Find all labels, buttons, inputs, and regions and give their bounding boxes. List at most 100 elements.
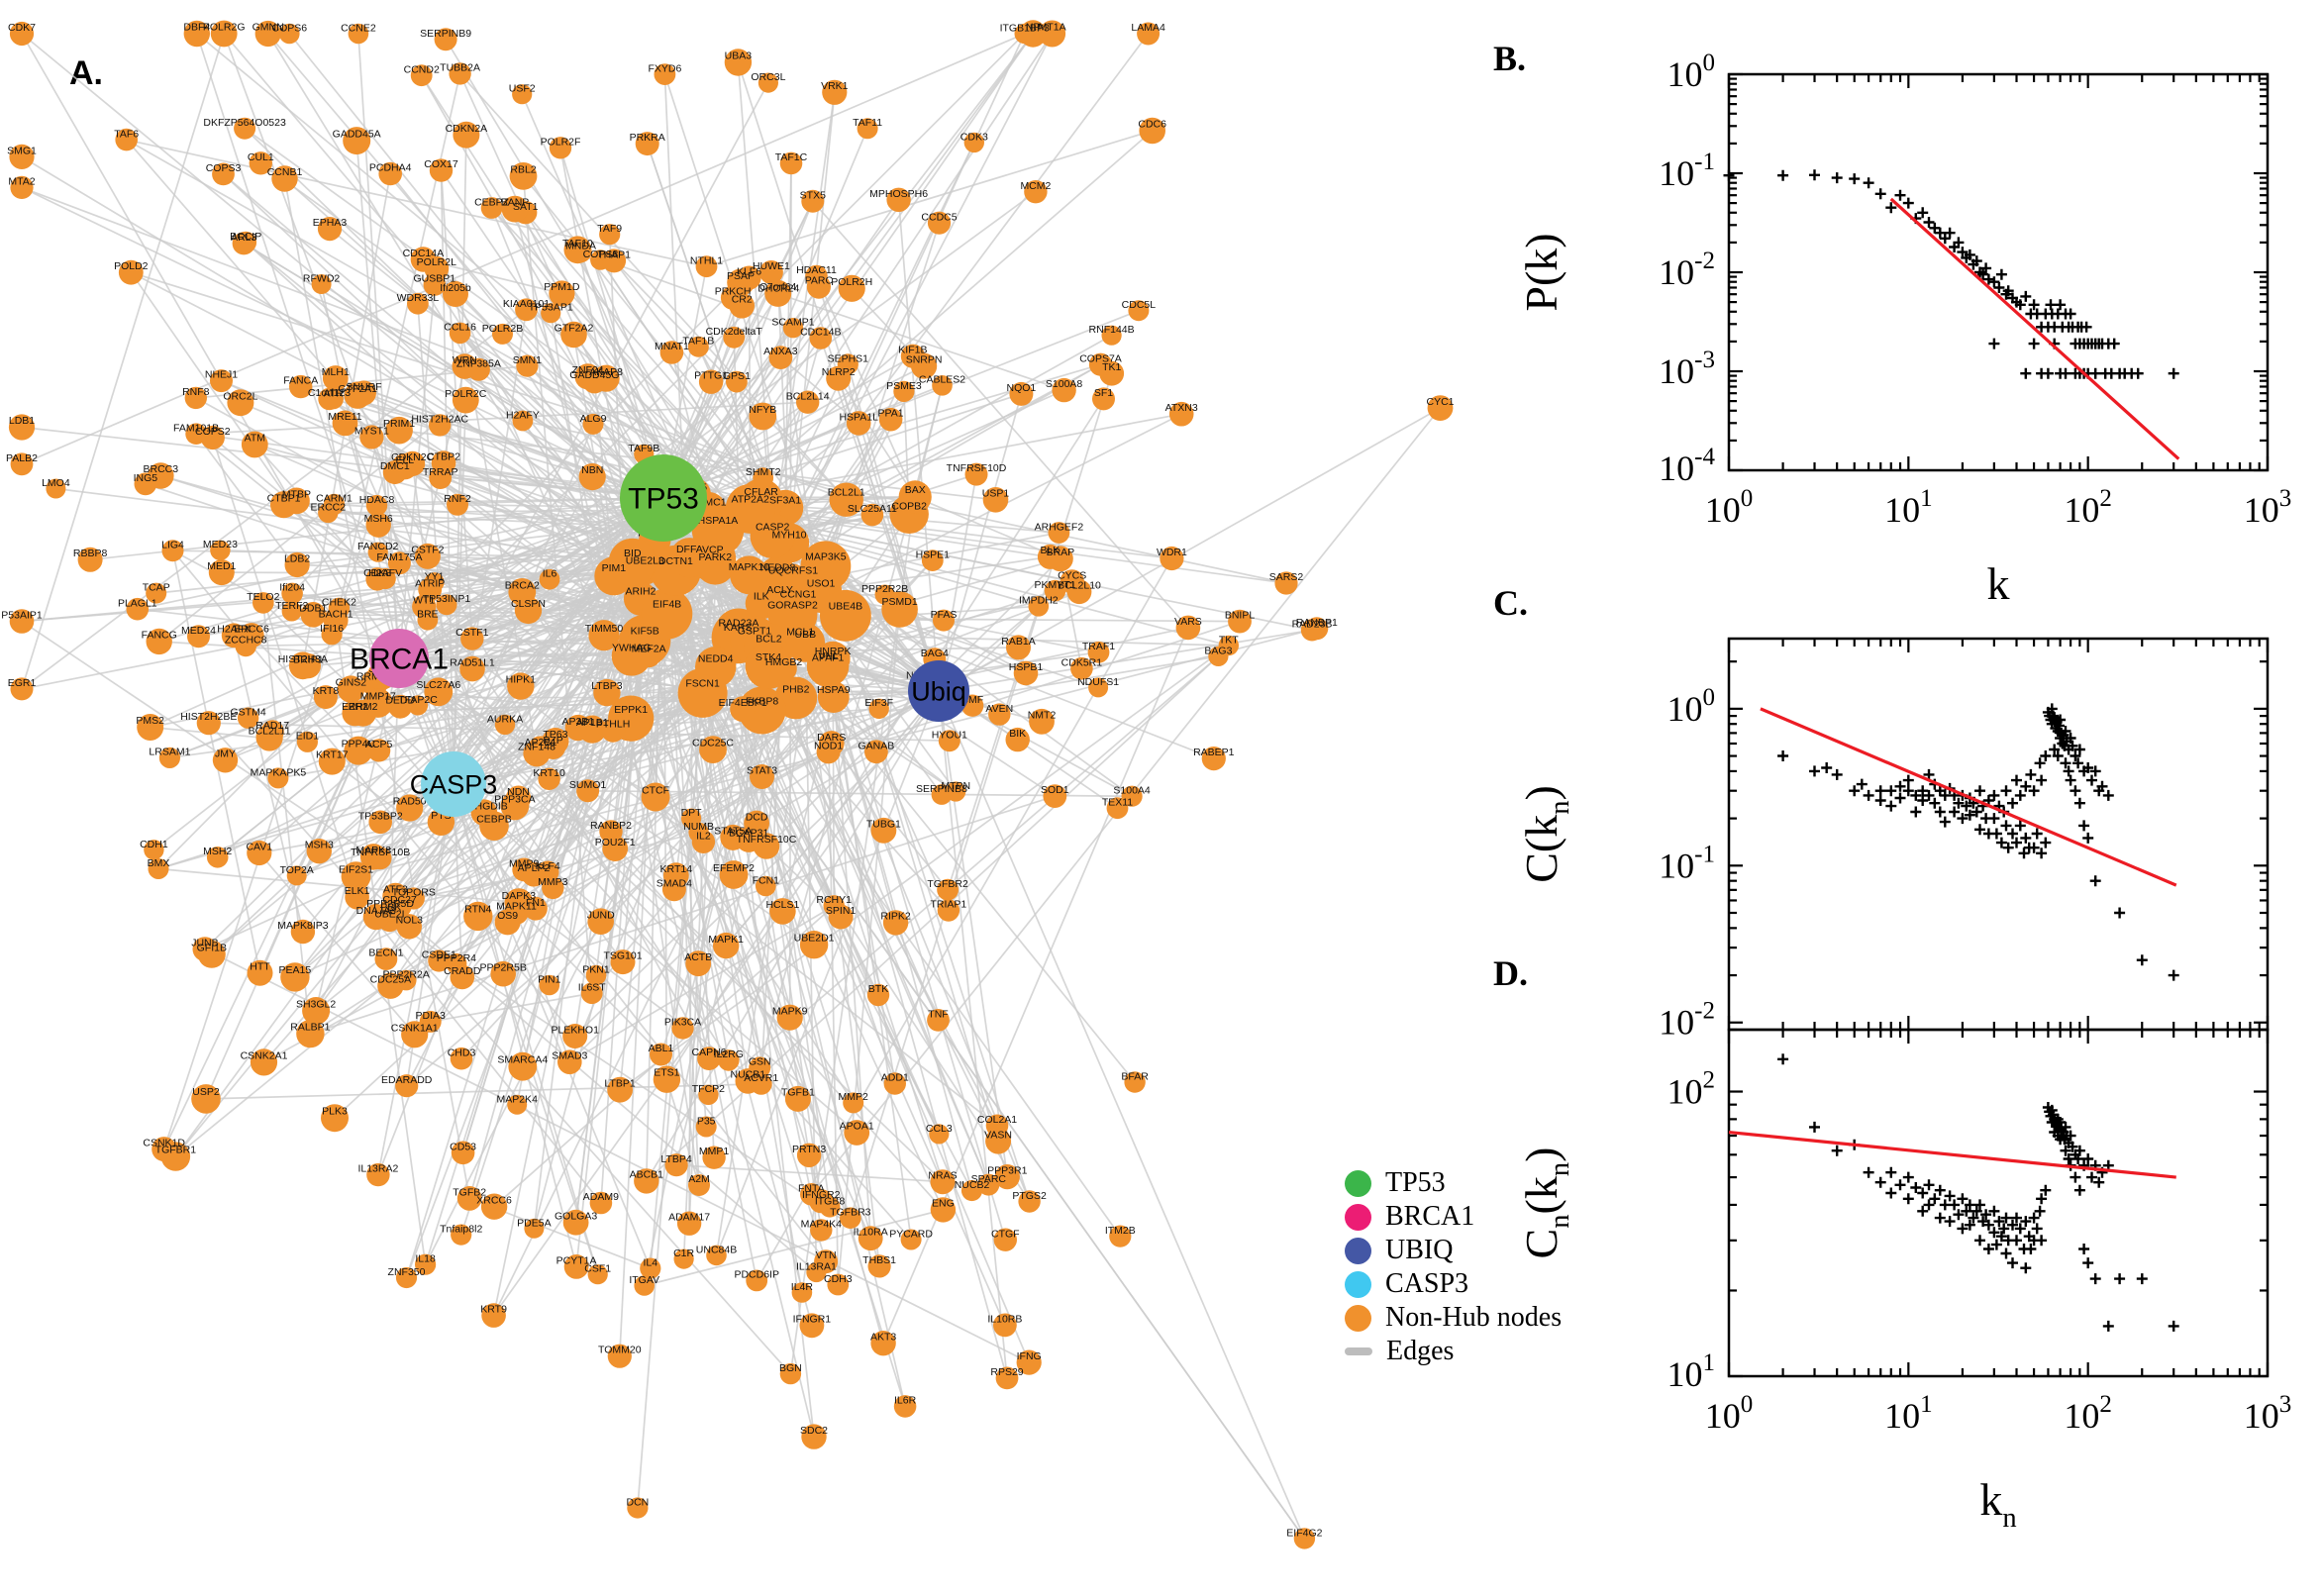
svg-text:BCL2L1: BCL2L1 [828, 486, 865, 498]
svg-text:CCL16: CCL16 [444, 322, 476, 334]
svg-text:FSCN1: FSCN1 [685, 678, 720, 690]
svg-text:CSNK2A1: CSNK2A1 [241, 1050, 288, 1062]
svg-text:CTBP2: CTBP2 [427, 450, 460, 462]
svg-text:100: 100 [1667, 50, 1716, 94]
svg-text:RIPK2: RIPK2 [880, 911, 911, 923]
svg-text:TELO2: TELO2 [247, 591, 279, 603]
fit-line-D [1728, 1130, 2176, 1179]
svg-text:RAD23A: RAD23A [718, 618, 758, 630]
svg-text:PLEKHO1: PLEKHO1 [551, 1024, 599, 1036]
svg-text:TP63: TP63 [543, 729, 567, 741]
svg-text:GUSBP1: GUSBP1 [413, 273, 455, 285]
plot-panel-C: 100 10-1 10-2 C(kn) [1516, 637, 2270, 1043]
svg-text:THBS1: THBS1 [862, 1254, 896, 1266]
svg-text:H2AFX: H2AFX [217, 624, 251, 636]
svg-text:RTN4: RTN4 [464, 904, 491, 916]
svg-text:DCN: DCN [627, 1496, 650, 1508]
svg-text:RAB1A: RAB1A [1001, 636, 1035, 648]
svg-text:PKN1: PKN1 [582, 963, 610, 975]
svg-text:PPP2R5B: PPP2R5B [480, 962, 527, 974]
svg-text:BFAR: BFAR [1121, 1070, 1149, 1082]
svg-text:103: 103 [2244, 1391, 2292, 1436]
svg-text:POLR2F: POLR2F [541, 137, 581, 149]
svg-text:KRT10: KRT10 [533, 767, 565, 779]
svg-text:LIG4: LIG4 [161, 539, 184, 550]
svg-text:EIF4G2: EIF4G2 [1286, 1527, 1322, 1539]
svg-text:MAPK9: MAPK9 [772, 1005, 808, 1017]
svg-text:PDE5A: PDE5A [517, 1217, 551, 1229]
svg-text:POU2F1: POU2F1 [595, 837, 636, 848]
svg-text:SPARC: SPARC [971, 1173, 1007, 1185]
svg-text:NBN: NBN [581, 464, 603, 476]
svg-text:SERPINB8: SERPINB8 [916, 783, 967, 795]
svg-text:PRKCH: PRKCH [715, 286, 752, 298]
svg-text:PTTG1: PTTG1 [694, 370, 728, 382]
svg-text:VCP: VCP [702, 545, 724, 556]
svg-text:GPS1: GPS1 [723, 370, 751, 382]
svg-text:EDARADD: EDARADD [381, 1074, 433, 1086]
svg-text:CDH3: CDH3 [824, 1273, 853, 1285]
svg-text:CSF1: CSF1 [584, 1263, 611, 1275]
svg-text:HSPE1: HSPE1 [916, 549, 951, 560]
svg-text:10-1: 10-1 [1659, 841, 1715, 885]
svg-text:MYST1: MYST1 [354, 425, 389, 437]
svg-text:WDR33L: WDR33L [397, 292, 440, 304]
svg-text:MAPK11: MAPK11 [496, 900, 537, 912]
svg-text:PPP2R2B: PPP2R2B [861, 583, 908, 595]
svg-text:COPS8: COPS8 [583, 249, 619, 260]
hub-label-tp53: TP53 [628, 483, 699, 516]
svg-text:FANCD2: FANCD2 [357, 541, 399, 552]
svg-text:CEBPB: CEBPB [476, 814, 512, 826]
svg-text:FN1: FN1 [526, 897, 546, 909]
svg-text:HMGB2: HMGB2 [765, 656, 803, 668]
svg-text:ORC2L: ORC2L [223, 390, 257, 402]
svg-text:SMAD4: SMAD4 [656, 877, 692, 889]
svg-text:CCDC5: CCDC5 [921, 211, 957, 223]
svg-text:EZH2: EZH2 [342, 701, 368, 713]
svg-text:HCLS1: HCLS1 [765, 899, 799, 911]
svg-text:BRCA2: BRCA2 [505, 579, 540, 591]
svg-text:GTF2A1: GTF2A1 [338, 383, 377, 395]
svg-text:POLR2C: POLR2C [445, 388, 486, 400]
svg-text:PDCD6IP: PDCD6IP [734, 1269, 779, 1281]
svg-text:TFCP2: TFCP2 [692, 1083, 725, 1095]
svg-text:TGFBR1: TGFBR1 [155, 1144, 197, 1155]
hub-node-tp53 [620, 454, 707, 542]
svg-text:AVEN: AVEN [985, 703, 1013, 715]
svg-text:CDC14A: CDC14A [403, 248, 444, 259]
network-edges [21, 33, 1442, 1540]
svg-text:NDN: NDN [507, 786, 530, 798]
svg-text:VHL: VHL [818, 650, 839, 662]
svg-text:GTF2A2: GTF2A2 [555, 323, 594, 335]
svg-text:LTBP4: LTBP4 [660, 1153, 691, 1165]
svg-text:USP2: USP2 [192, 1086, 220, 1098]
svg-text:BRAP: BRAP [1047, 547, 1075, 558]
legend-row-tp53: TP53 [1345, 1166, 1562, 1200]
svg-text:SERPINB9: SERPINB9 [420, 28, 471, 40]
svg-text:DCTN1: DCTN1 [658, 555, 693, 567]
svg-text:NUCB2: NUCB2 [955, 1179, 990, 1191]
legend-label-edges: Edges [1386, 1336, 1455, 1366]
svg-text:PPP3CA: PPP3CA [494, 793, 535, 805]
svg-text:CR2: CR2 [732, 294, 753, 306]
svg-text:TNFRSF10D: TNFRSF10D [947, 462, 1007, 474]
svg-text:UBE2I: UBE2I [374, 908, 404, 920]
hub-node-brca1 [369, 629, 429, 688]
svg-text:HSPA1A: HSPA1A [698, 515, 739, 527]
svg-text:CYCS: CYCS [1058, 569, 1086, 581]
svg-text:PSMD1: PSMD1 [882, 596, 918, 608]
svg-text:KRT17: KRT17 [316, 749, 349, 761]
svg-text:MTA2: MTA2 [8, 176, 35, 188]
svg-text:TRAF1: TRAF1 [1082, 641, 1115, 652]
svg-text:HDAC8: HDAC8 [359, 494, 395, 506]
svg-text:CEBPZ: CEBPZ [474, 196, 510, 208]
svg-text:TCAP: TCAP [143, 582, 170, 594]
svg-text:10-4: 10-4 [1659, 444, 1715, 488]
svg-text:NHEJ1: NHEJ1 [205, 369, 238, 381]
svg-text:FAM175A: FAM175A [376, 551, 422, 563]
svg-text:S100A4: S100A4 [1113, 785, 1151, 797]
svg-text:IFNG: IFNG [1017, 1350, 1042, 1362]
svg-text:USF2: USF2 [509, 83, 536, 95]
svg-text:RNF2: RNF2 [444, 493, 471, 505]
svg-text:TOMM20: TOMM20 [598, 1345, 642, 1356]
